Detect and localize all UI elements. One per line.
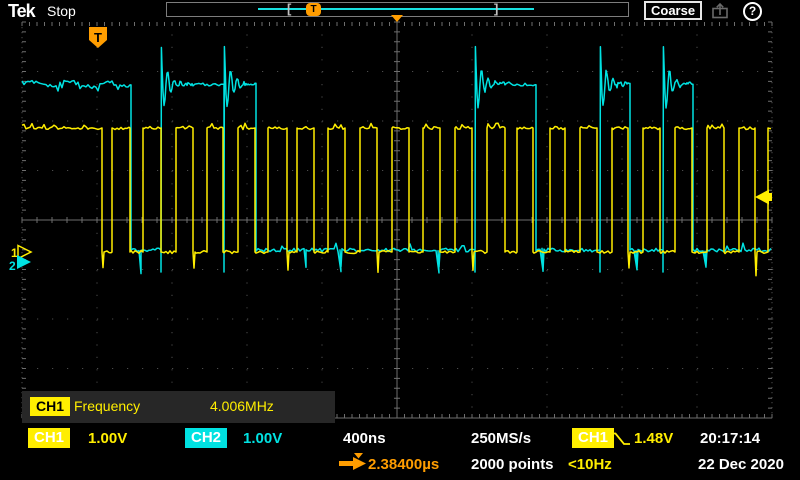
display-markers: T 12 <box>9 15 772 273</box>
ch1-scale-readout: 1.00V <box>88 430 127 447</box>
ch1-badge: CH1 <box>28 428 70 448</box>
measurement-readout: CH1 Frequency 4.006MHz <box>22 391 335 423</box>
ch2-scale-readout: 1.00V <box>243 430 282 447</box>
ch2-ground-label: 2 <box>9 259 16 273</box>
trigger-frequency-readout: <10Hz <box>568 456 612 473</box>
ch2-badge: CH2 <box>185 428 227 448</box>
trigger-position-icon[interactable] <box>391 15 403 22</box>
sample-rate-readout: 250MS/s <box>471 430 531 447</box>
oscilloscope-screen: Tek Stop [ ] T Coarse ? T12 CH1 Frequenc… <box>0 0 800 480</box>
trigger-level-readout: 1.48V <box>634 430 673 447</box>
clock-time: 20:17:14 <box>700 430 760 447</box>
falling-edge-icon <box>608 430 631 447</box>
measurement-label: Frequency <box>74 398 140 414</box>
clock-date: 22 Dec 2020 <box>698 456 784 473</box>
timebase-readout: 400ns <box>343 430 386 447</box>
ch2-ground-icon[interactable] <box>17 255 31 269</box>
measurement-source-badge: CH1 <box>30 397 70 416</box>
record-length-readout: 2000 points <box>471 456 554 473</box>
trigger-level-arrow-icon[interactable] <box>755 190 772 205</box>
trigger-flag-label: T <box>94 30 102 45</box>
delay-time-readout: 2.38400µs <box>368 456 439 473</box>
measurement-value: 4.006MHz <box>210 398 274 414</box>
ch1-ground-label: 1 <box>11 246 18 260</box>
horizontal-delay-arrow-icon <box>338 453 367 470</box>
